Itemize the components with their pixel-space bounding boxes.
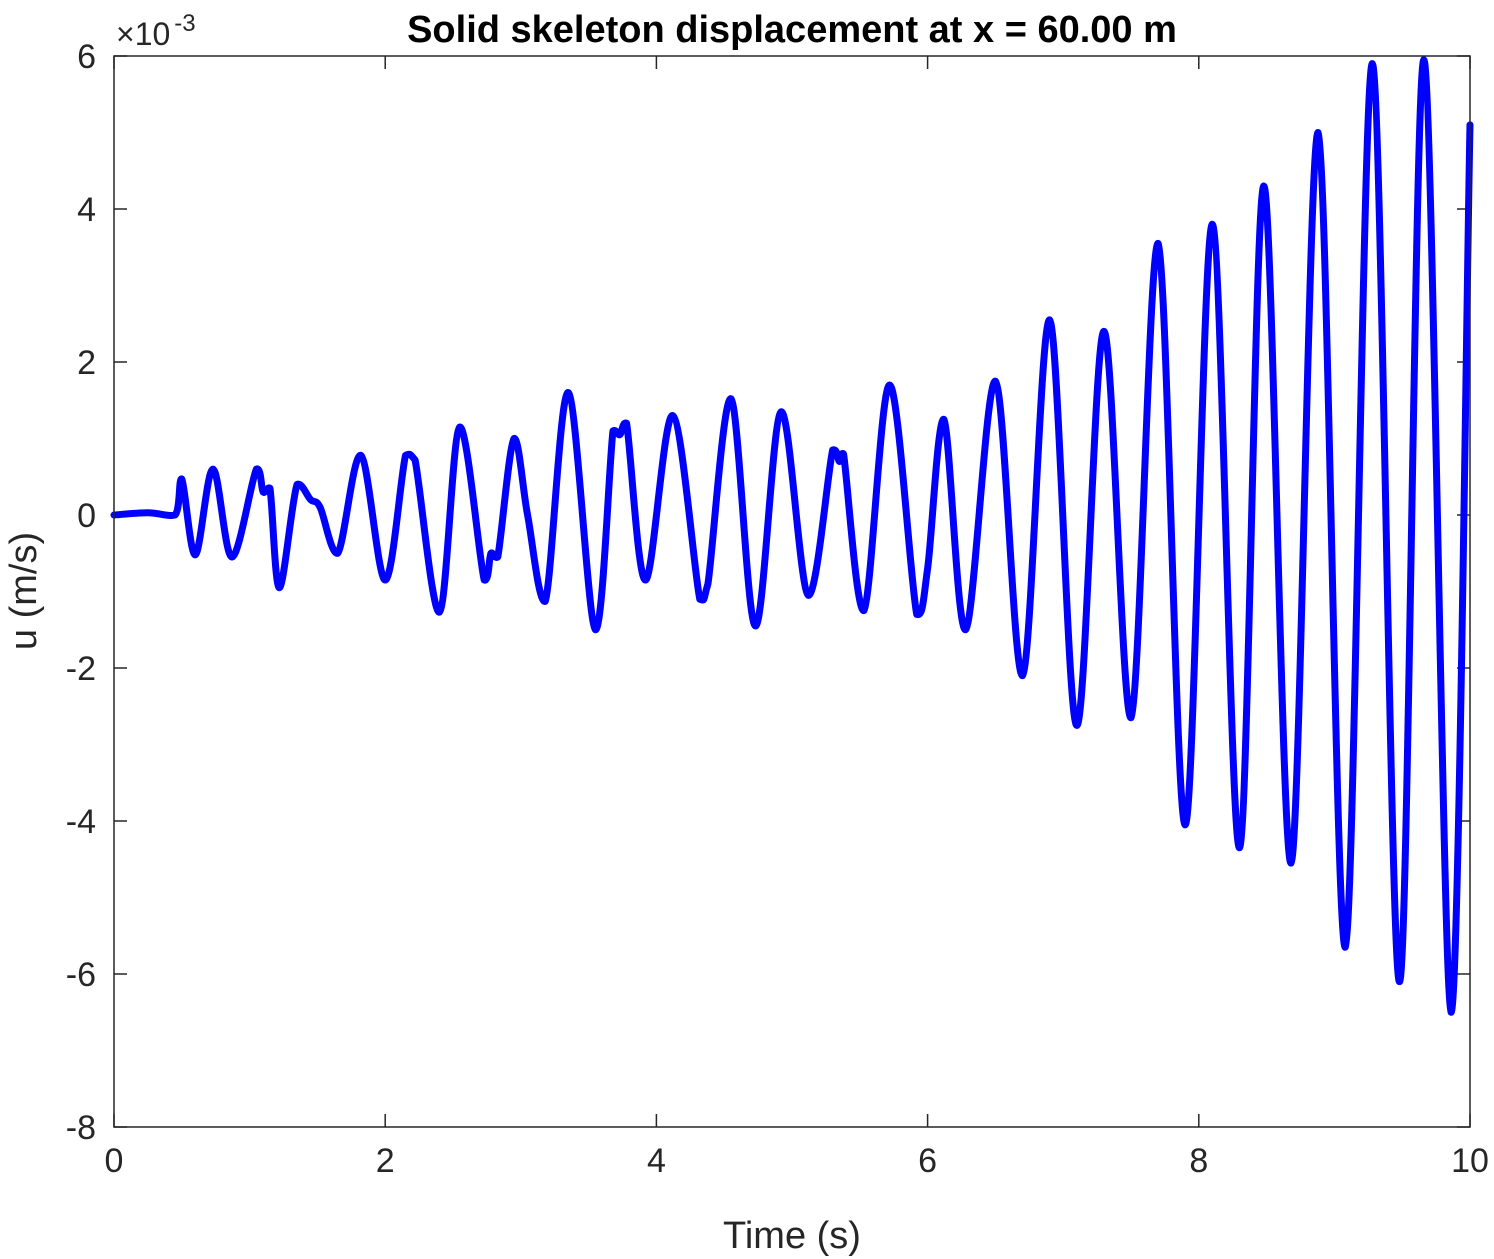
x-axis-label: Time (s) [723, 1215, 861, 1257]
plot-frame [113, 55, 1471, 1128]
y-tick-label: -6 [66, 956, 96, 994]
y-tick-label: -2 [66, 650, 96, 688]
tick-labels: 0 2 4 6 8 10 -8 -6 -4 -2 0 2 4 6 [66, 38, 1489, 1180]
x-tick-label: 4 [647, 1142, 666, 1180]
y-tick-label: -4 [66, 803, 96, 841]
series-line [110, 56, 1474, 1016]
plot-area [114, 56, 1470, 1127]
y-axis-label: u (m/s) [3, 532, 45, 650]
x-tick-label: 6 [918, 1142, 937, 1180]
x-tick-label: 0 [105, 1142, 124, 1180]
x-tick-label: 10 [1451, 1142, 1489, 1180]
y-tick-label: 6 [77, 38, 96, 76]
y-tick-label: 4 [77, 191, 96, 229]
y-axis-multiplier: ×10 [116, 16, 170, 52]
x-tick-label: 8 [1189, 1142, 1208, 1180]
x-tick-label: 2 [376, 1142, 395, 1180]
y-axis-multiplier-exponent: -3 [174, 10, 195, 37]
y-tick-label: -8 [66, 1109, 96, 1147]
chart-title: Solid skeleton displacement at x = 60.00… [407, 9, 1177, 51]
y-tick-label: 0 [77, 497, 96, 535]
y-axis-exponent: ×10 -3 [116, 10, 196, 52]
y-tick-label: 2 [77, 344, 96, 382]
